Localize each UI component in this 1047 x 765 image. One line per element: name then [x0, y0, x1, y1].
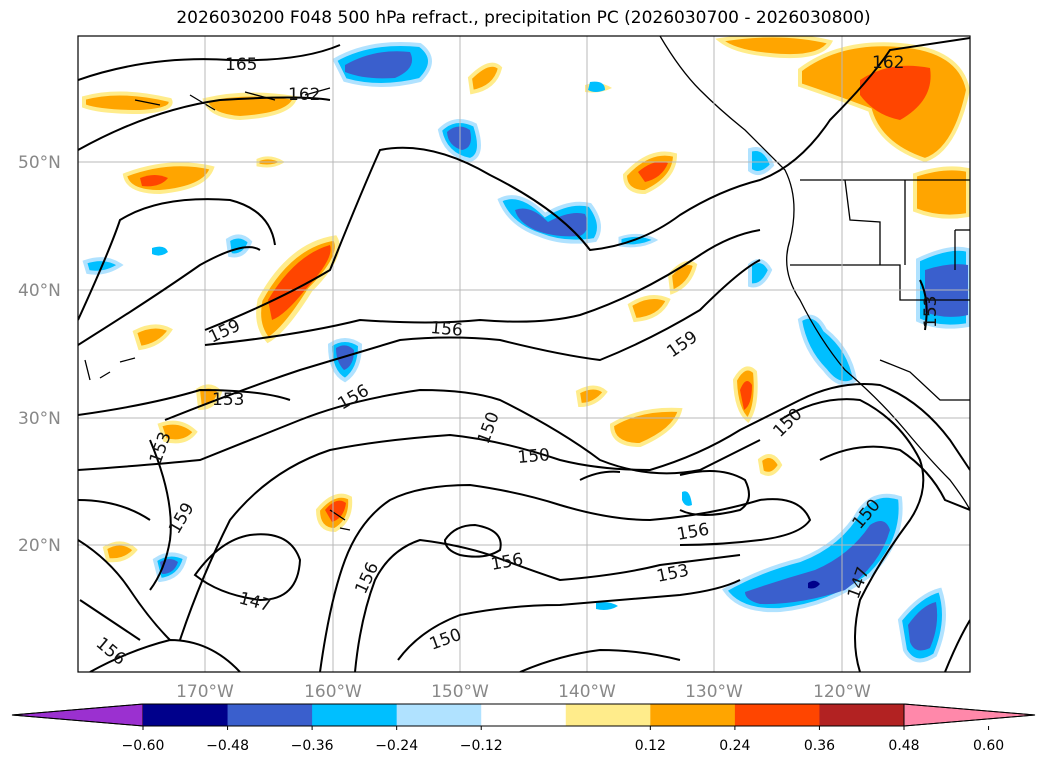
- colorbar-tick-label: 0.12: [635, 738, 666, 754]
- colorbar-tick-label: 0.60: [973, 738, 1004, 754]
- lat-label-40n: 40°N: [18, 281, 61, 301]
- colorbar-segment: [143, 704, 229, 726]
- contour-label: 165: [225, 55, 257, 75]
- lat-label-30n: 30°N: [18, 409, 61, 429]
- colorbar-extend-high: [903, 703, 1036, 727]
- colorbar-segment: [312, 704, 398, 726]
- colorbar-tick-label: −0.48: [206, 738, 249, 754]
- latitude-labels: 50°N 40°N 30°N 20°N: [18, 153, 61, 556]
- contour-label: 162: [288, 85, 320, 105]
- longitude-labels: 170°W 160°W 150°W 140°W 130°W 120°W: [176, 682, 871, 702]
- colorbar-segment: [819, 704, 905, 726]
- colorbar-tick-label: −0.24: [375, 738, 418, 754]
- colorbar-segment: [227, 704, 313, 726]
- map-frame: [77, 35, 971, 673]
- map-title: 2026030200 F048 500 hPa refract., precip…: [176, 8, 871, 28]
- colorbar-segment: [481, 704, 567, 726]
- colorbar-tick-label: 0.36: [804, 738, 835, 754]
- refractivity-contours: [78, 37, 970, 672]
- lon-label-160w: 160°W: [304, 682, 362, 702]
- colorbar-segment: [650, 704, 736, 726]
- colorbar-segment: [565, 704, 651, 726]
- colorbar-segment: [396, 704, 482, 726]
- contour-label: 162: [872, 53, 904, 73]
- colorbar-segment: [734, 704, 820, 726]
- lon-label-150w: 150°W: [431, 682, 489, 702]
- lon-label-130w: 130°W: [685, 682, 743, 702]
- colorbar-tick-label: 0.48: [888, 738, 919, 754]
- colorbar-tick-label: −0.12: [460, 738, 503, 754]
- contour-label: 153: [212, 390, 244, 410]
- colorbar-tick-label: 0.24: [719, 738, 750, 754]
- colorbar-tick-label: −0.60: [122, 738, 165, 754]
- lon-label-120w: 120°W: [813, 682, 871, 702]
- colorbar-tick-label: −0.36: [291, 738, 334, 754]
- colorbar-extend-low: [11, 703, 144, 727]
- lon-label-140w: 140°W: [558, 682, 616, 702]
- lon-label-170w: 170°W: [176, 682, 234, 702]
- contour-label: 156: [430, 318, 464, 341]
- lat-label-50n: 50°N: [18, 153, 61, 173]
- contour-label: 153: [921, 296, 941, 328]
- colorbar: −0.60 −0.48 −0.36 −0.24 −0.12 0.12 0.24 0.36 0.4…: [11, 703, 1036, 754]
- contour-label: 150: [517, 445, 551, 468]
- lat-label-20n: 20°N: [18, 536, 61, 556]
